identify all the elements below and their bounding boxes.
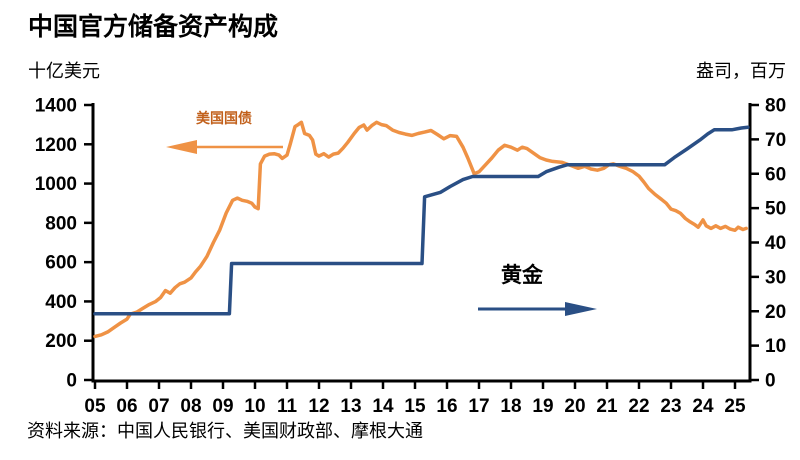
gold-arrow bbox=[478, 302, 597, 316]
svg-text:400: 400 bbox=[45, 292, 77, 313]
svg-text:15: 15 bbox=[404, 396, 426, 417]
svg-text:06: 06 bbox=[116, 396, 137, 417]
svg-text:600: 600 bbox=[45, 253, 77, 274]
svg-text:16: 16 bbox=[436, 396, 457, 417]
series-line-right bbox=[93, 125, 750, 316]
svg-text:11: 11 bbox=[277, 396, 298, 417]
svg-text:05: 05 bbox=[84, 396, 106, 417]
svg-text:19: 19 bbox=[532, 396, 553, 417]
svg-text:40: 40 bbox=[765, 233, 786, 254]
svg-text:0: 0 bbox=[765, 371, 776, 392]
svg-text:70: 70 bbox=[765, 130, 786, 151]
svg-text:1400: 1400 bbox=[35, 96, 77, 117]
chart-title: 中国官方储备资产构成 bbox=[28, 13, 279, 41]
svg-text:23: 23 bbox=[660, 396, 681, 417]
svg-text:24: 24 bbox=[692, 396, 714, 417]
svg-text:20: 20 bbox=[765, 302, 786, 323]
svg-text:21: 21 bbox=[596, 396, 618, 417]
svg-text:1000: 1000 bbox=[35, 174, 77, 195]
svg-text:10: 10 bbox=[765, 336, 786, 357]
right-axis-ticks: 0 10 20 30 40 50 60 70 80 bbox=[750, 96, 786, 392]
svg-text:60: 60 bbox=[765, 164, 786, 185]
svg-text:08: 08 bbox=[180, 396, 201, 417]
svg-text:25: 25 bbox=[724, 396, 746, 417]
right-axis-unit-label: 盎司，百万 bbox=[696, 61, 786, 81]
svg-text:12: 12 bbox=[308, 396, 329, 417]
left-axis-ticks: 0 200 400 600 800 1000 1200 1400 bbox=[35, 96, 93, 392]
svg-text:0: 0 bbox=[66, 371, 77, 392]
svg-text:17: 17 bbox=[468, 396, 489, 417]
svg-text:50: 50 bbox=[765, 199, 786, 220]
source-note: 资料来源：中国人民银行、美国财政部、摩根大通 bbox=[27, 421, 423, 441]
x-axis-ticks: 05 06 07 08 09 10 11 12 13 14 15 16 17 18 19 20 21 22 23 24… bbox=[84, 381, 746, 417]
svg-text:200: 200 bbox=[45, 331, 77, 352]
svg-text:14: 14 bbox=[372, 396, 394, 417]
svg-text:09: 09 bbox=[212, 396, 233, 417]
svg-text:07: 07 bbox=[148, 396, 169, 417]
svg-text:22: 22 bbox=[628, 396, 649, 417]
svg-text:10: 10 bbox=[244, 396, 265, 417]
treasuries-arrow bbox=[166, 140, 283, 154]
svg-text:80: 80 bbox=[765, 96, 786, 117]
svg-text:20: 20 bbox=[564, 396, 585, 417]
svg-text:18: 18 bbox=[500, 396, 521, 417]
gold-series-label: 黄金 bbox=[501, 264, 543, 287]
series-line-left bbox=[93, 120, 748, 339]
svg-text:13: 13 bbox=[340, 396, 361, 417]
svg-text:800: 800 bbox=[45, 213, 77, 234]
svg-text:30: 30 bbox=[765, 267, 786, 288]
treasuries-series-label: 美国国债 bbox=[196, 110, 252, 126]
svg-text:1200: 1200 bbox=[35, 135, 77, 156]
left-axis-unit-label: 十亿美元 bbox=[28, 61, 100, 81]
